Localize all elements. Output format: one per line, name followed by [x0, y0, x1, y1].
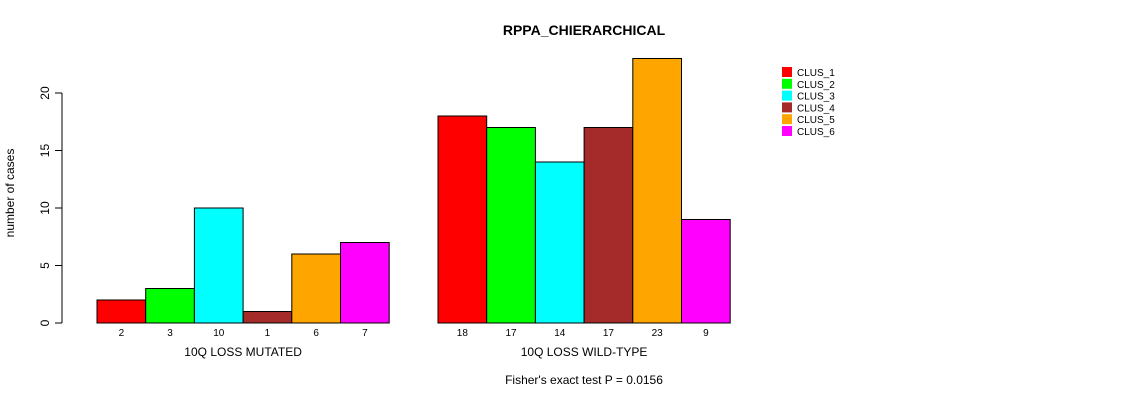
bar-count-label: 1	[265, 328, 271, 339]
bar-count-label: 23	[652, 328, 664, 339]
footer-stat: Fisher's exact test P = 0.0156	[505, 373, 663, 387]
legend-swatch-clus_3	[782, 90, 792, 101]
y-tick-label: 5	[38, 262, 52, 269]
bar-count-label: 17	[505, 328, 517, 339]
bar-clus_1-2	[437, 115, 488, 324]
y-axis-label: number of cases	[3, 149, 17, 238]
legend-label-clus_4: CLUS_4	[797, 103, 835, 114]
bar-count-label: 2	[119, 328, 125, 339]
bar-clus_3-1	[193, 207, 244, 324]
bar-clus_5-2	[632, 58, 682, 324]
y-tick-label: 0	[38, 319, 52, 326]
legend-label-clus_5: CLUS_5	[797, 115, 835, 126]
bar-clus_6-2	[681, 219, 731, 324]
bar-clus_2-1	[145, 288, 195, 324]
y-tick-label: 15	[38, 144, 52, 158]
category-label: 10Q LOSS WILD-TYPE	[521, 345, 648, 359]
bar-count-label: 7	[362, 328, 368, 339]
bar-clus_2-2	[486, 127, 536, 324]
bar-clus_4-2	[583, 127, 634, 324]
y-tick-label: 10	[38, 201, 52, 215]
bar-count-label: 9	[703, 328, 709, 339]
legend-swatch-clus_6	[782, 126, 792, 136]
legend-swatch-clus_5	[782, 114, 792, 125]
bar-clus_6-1	[340, 242, 390, 324]
bar-clus_5-1	[291, 253, 341, 324]
bar-clus_4-1	[242, 311, 293, 324]
legend-label-clus_1: CLUS_1	[797, 68, 835, 79]
y-axis: 0 5 10 15 20	[38, 86, 63, 326]
bar-clus_3-2	[534, 161, 585, 324]
legend-label-clus_6: CLUS_6	[797, 127, 835, 138]
legend-swatch-clus_2	[782, 78, 792, 89]
category-label: 10Q LOSS MUTATED	[184, 345, 302, 359]
bar-count-label: 10	[213, 328, 225, 339]
bar-count-label: 14	[554, 328, 566, 339]
bar-count-label: 18	[457, 328, 469, 339]
legend-label-clus_3: CLUS_3	[797, 92, 835, 103]
chart-title: RPPA_CHIERARCHICAL	[503, 22, 666, 38]
bar-count-label: 17	[603, 328, 615, 339]
y-tick-label: 20	[38, 86, 52, 100]
bar-count-label: 6	[313, 328, 319, 339]
bar-count-label: 3	[167, 328, 173, 339]
legend-swatch-clus_1	[782, 67, 792, 77]
legend-swatch-clus_4	[782, 102, 792, 113]
legend-label-clus_2: CLUS_2	[797, 80, 835, 91]
bar-clus_1-1	[96, 299, 147, 324]
